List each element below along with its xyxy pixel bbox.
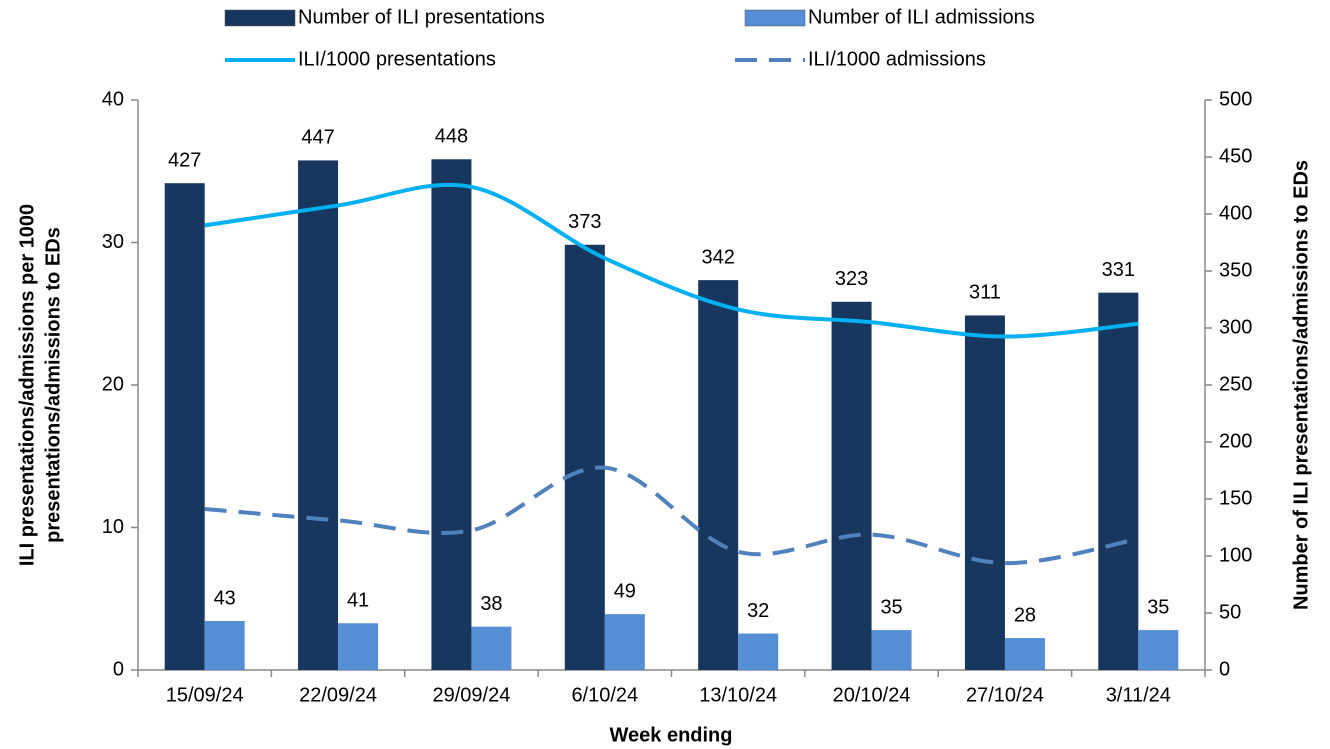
bar-value-label: 311 xyxy=(969,282,1001,304)
x-tick-label: 29/09/24 xyxy=(433,684,511,706)
y2-tick-label: 150 xyxy=(1219,487,1252,509)
x-tick-label: 27/10/24 xyxy=(966,684,1044,706)
bar xyxy=(1098,292,1139,670)
x-axis-title: Week ending xyxy=(610,724,733,746)
y-tick-label: 20 xyxy=(102,373,124,395)
bar-value-label: 35 xyxy=(1147,596,1169,618)
bar xyxy=(871,630,912,670)
x-tick-label: 3/11/24 xyxy=(1106,684,1171,706)
bar xyxy=(1138,630,1179,670)
y2-tick-label: 100 xyxy=(1219,544,1252,566)
bar-value-label: 38 xyxy=(480,593,502,615)
bar xyxy=(738,633,779,670)
bar-value-label: 373 xyxy=(568,211,601,233)
x-tick-label: 6/10/24 xyxy=(571,684,638,706)
legend-label: ILI/1000 admissions xyxy=(808,48,986,70)
bar-value-label: 28 xyxy=(1014,604,1036,626)
bar xyxy=(964,315,1005,670)
bar-value-label: 447 xyxy=(301,127,334,149)
bar-value-label: 32 xyxy=(747,600,769,622)
bar xyxy=(204,620,245,670)
bar xyxy=(164,183,205,670)
bar xyxy=(431,159,472,670)
bar-value-label: 323 xyxy=(835,268,868,290)
line xyxy=(204,182,1139,339)
bar-value-label: 342 xyxy=(702,246,735,268)
x-tick-label: 20/10/24 xyxy=(833,684,911,706)
legend-label: ILI/1000 presentations xyxy=(298,48,496,70)
y2-axis-title: Number of ILI presentations/admissions t… xyxy=(1290,160,1312,610)
y2-tick-label: 300 xyxy=(1219,316,1252,338)
bar xyxy=(831,301,872,670)
legend-swatch xyxy=(744,9,806,27)
bar-value-label: 49 xyxy=(614,580,636,602)
line xyxy=(204,465,1139,566)
legend-swatch xyxy=(224,9,296,27)
y-axis-title: presentations/admissions to EDs xyxy=(42,227,64,543)
bar xyxy=(471,626,512,670)
y2-tick-label: 50 xyxy=(1219,601,1241,623)
y-tick-label: 0 xyxy=(113,658,124,680)
y2-tick-label: 500 xyxy=(1219,88,1252,110)
y2-tick-label: 450 xyxy=(1219,145,1252,167)
bar-value-label: 427 xyxy=(168,150,201,172)
y-tick-label: 30 xyxy=(102,231,124,253)
y-axis-title: ILI presentations/admissions per 1000 xyxy=(16,204,38,566)
bar xyxy=(338,623,379,670)
y-tick-label: 10 xyxy=(102,516,124,538)
x-tick-label: 15/09/24 xyxy=(166,684,244,706)
bar-value-label: 41 xyxy=(347,590,369,612)
bar-value-label: 448 xyxy=(435,126,468,148)
legend-label: Number of ILI presentations xyxy=(298,6,545,28)
y2-tick-label: 400 xyxy=(1219,202,1252,224)
bar xyxy=(564,244,605,670)
legend-label: Number of ILI admissions xyxy=(808,6,1035,28)
bar xyxy=(298,160,339,671)
x-tick-label: 13/10/24 xyxy=(699,684,777,706)
y2-tick-label: 200 xyxy=(1219,430,1252,452)
x-tick-label: 22/09/24 xyxy=(299,684,377,706)
y2-tick-label: 350 xyxy=(1219,259,1252,281)
bar xyxy=(604,614,645,670)
bar-value-label: 35 xyxy=(880,596,902,618)
y-tick-label: 40 xyxy=(102,88,124,110)
bar xyxy=(1004,638,1045,670)
bar-value-label: 331 xyxy=(1102,259,1135,281)
bar-value-label: 43 xyxy=(214,587,236,609)
bar xyxy=(698,280,739,670)
y2-tick-label: 0 xyxy=(1219,658,1230,680)
y2-tick-label: 250 xyxy=(1219,373,1252,395)
